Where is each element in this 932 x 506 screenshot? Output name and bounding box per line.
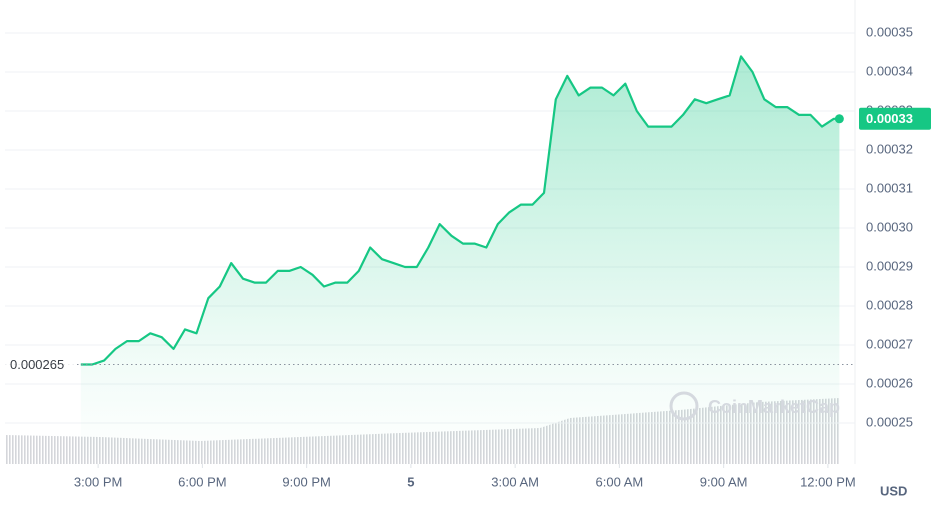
unit-label: USD <box>880 483 907 498</box>
x-tick-label: 6:00 PM <box>178 474 226 489</box>
y-tick-label: 0.00025 <box>866 414 913 429</box>
x-tick-label: 6:00 AM <box>596 474 644 489</box>
x-tick-label: 9:00 PM <box>282 474 330 489</box>
x-tick-label: 5 <box>407 474 414 489</box>
y-tick-label: 0.00028 <box>866 297 913 312</box>
price-tag <box>859 107 931 130</box>
y-tick-label: 0.00029 <box>866 258 913 273</box>
x-tick-label: 9:00 AM <box>700 474 748 489</box>
x-tick-label: 3:00 AM <box>491 474 539 489</box>
area <box>80 56 840 463</box>
last-point <box>834 114 844 124</box>
plot <box>5 55 855 463</box>
price-tag-label: 0.00033 <box>866 111 913 126</box>
x-tick-label: 3:00 PM <box>74 474 122 489</box>
y-tick-label: 0.00031 <box>866 180 913 195</box>
watermark: CoinMarketCap <box>708 397 840 417</box>
y-tick-label: 0.00027 <box>866 336 913 351</box>
y-tick-label: 0.00032 <box>866 141 913 156</box>
watermark-logo <box>669 391 699 421</box>
y-tick-label: 0.00034 <box>866 63 913 78</box>
reference-label-box <box>5 354 77 375</box>
price-line <box>80 55 840 366</box>
reference-label: 0.000265 <box>10 357 64 372</box>
x-tick-label: 12:00 PM <box>800 474 856 489</box>
y-tick-label: 0.00030 <box>866 219 913 234</box>
y-tick-label: 0.00035 <box>866 24 913 39</box>
y-tick-label: 0.00026 <box>866 375 913 390</box>
